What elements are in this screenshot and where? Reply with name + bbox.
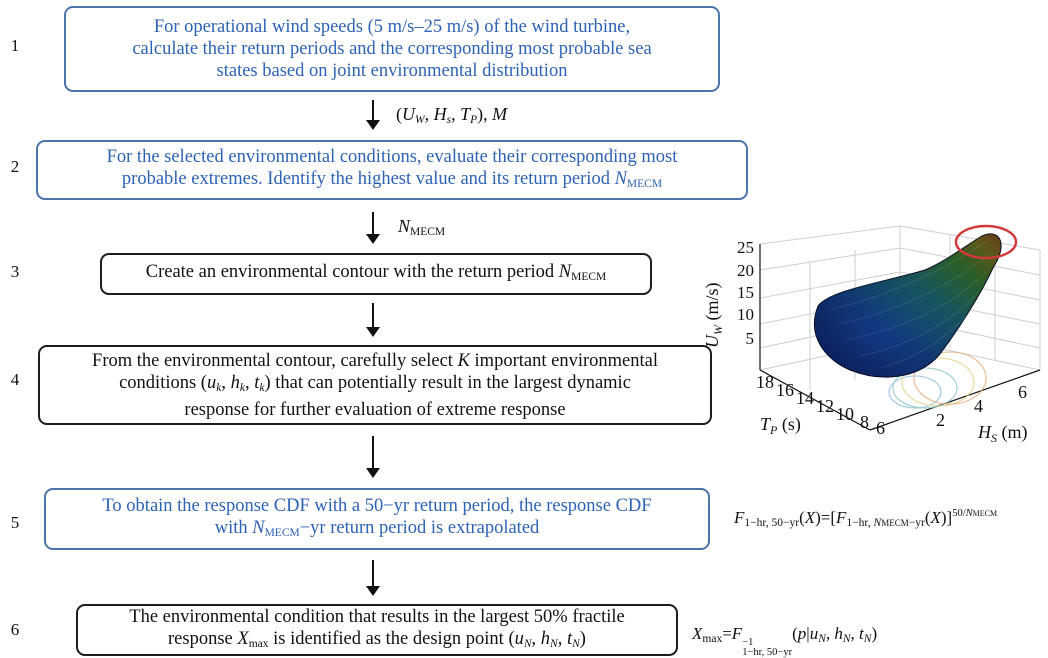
arrow-4-5: [366, 436, 380, 478]
svg-text:5: 5: [746, 329, 755, 348]
step-6-line-2: response Xmax is identified as the desig…: [168, 628, 586, 650]
step-1-line-2: calculate their return periods and the c…: [132, 39, 652, 59]
svg-text:20: 20: [737, 261, 754, 280]
svg-text:2: 2: [936, 410, 945, 430]
arrow-5-6: [366, 560, 380, 596]
step-number-4: 4: [10, 370, 20, 389]
step-3-box: Create an environmental contour with the…: [100, 253, 652, 295]
svg-text:10: 10: [836, 404, 854, 424]
step-6-box: The environmental condition that results…: [76, 604, 678, 656]
step-1-line-3: states based on joint environmental dist…: [216, 61, 568, 81]
plot-axes: [759, 244, 1041, 431]
extrapolation-formula: F1−hr, 50−yr(X)=[F1−hr, NMECM−yr(X)]50/N…: [734, 508, 998, 529]
svg-text:6: 6: [876, 418, 885, 438]
svg-text:12: 12: [816, 396, 834, 416]
step-number-5: 5: [10, 513, 20, 532]
svg-text:6: 6: [1018, 382, 1027, 402]
svg-text:16: 16: [776, 380, 794, 400]
step-4-line-2: conditions (uk, hk, tk) that can potenti…: [119, 372, 631, 394]
max-response-highlight-circle: [954, 224, 1018, 260]
step-4-line-1: From the environmental contour, carefull…: [92, 350, 658, 371]
arrow-1-label: (UW, Hs, TP), M: [396, 104, 508, 126]
svg-text:25: 25: [737, 238, 754, 257]
svg-text:14: 14: [796, 388, 814, 408]
svg-text:10: 10: [737, 305, 754, 324]
svg-text:8: 8: [860, 412, 869, 432]
arrow-3-4: [366, 303, 380, 337]
step-number-1: 1: [10, 36, 20, 55]
step-2-box: For the selected environmental condition…: [36, 140, 748, 200]
y-axis-ticks: 18 16 14 12 10 8 6: [756, 372, 885, 438]
step-number-2: 2: [10, 157, 20, 176]
arrow-2-label: NMECM: [398, 216, 446, 238]
step-1-line-1: For operational wind speeds (5 m/s–25 m/…: [153, 17, 631, 37]
z-axis-ticks: 25 20 15 10 5: [737, 238, 754, 348]
step-6-line-1: The environmental condition that results…: [129, 606, 625, 627]
design-point-formula: Xmax=F −1 1−hr, 50−yr (p|uN, hN, tN): [692, 624, 878, 658]
arrow-2-3: [366, 212, 380, 244]
step-2-line-1: For the selected environmental condition…: [106, 146, 678, 167]
step-5-line-1: To obtain the response CDF with a 50−yr …: [102, 495, 652, 516]
environmental-contour-3d-plot: 25 20 15 10 5 UW (m/s) 18 16 14 12 10 8 …: [702, 224, 1041, 445]
step-1-box: For operational wind speeds (5 m/s–25 m/…: [64, 6, 720, 92]
svg-text:15: 15: [737, 283, 754, 302]
step-4-line-3: response for further evaluation of extre…: [184, 399, 566, 420]
contour-surface-shading: [814, 233, 1002, 378]
step-number-3: 3: [10, 262, 20, 281]
svg-text:18: 18: [756, 372, 774, 392]
step-3-text: Create an environmental contour with the…: [145, 261, 607, 283]
arrow-1-2: [366, 100, 380, 130]
z-axis-label: UW (m/s): [702, 282, 725, 348]
contour-projections: [888, 351, 987, 409]
step-5-box: To obtain the response CDF with a 50−yr …: [44, 488, 710, 550]
svg-text:4: 4: [974, 396, 983, 416]
x-axis-label: HS (m): [977, 422, 1028, 445]
step-5-line-2: with NMECM−yr return period is extrapola…: [214, 517, 540, 539]
y-axis-label: TP (s): [760, 414, 801, 437]
step-2-line-2: probable extremes. Identify the highest …: [121, 168, 663, 190]
step-number-6: 6: [10, 620, 20, 639]
x-axis-ticks: 2 4 6: [936, 382, 1027, 430]
step-4-box: From the environmental contour, carefull…: [38, 345, 712, 425]
